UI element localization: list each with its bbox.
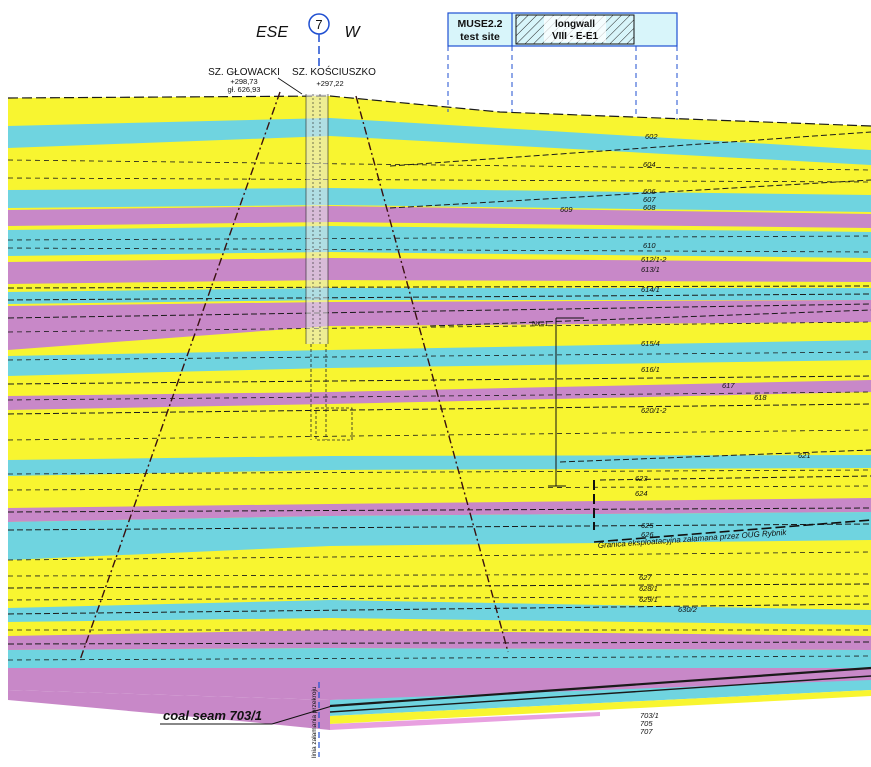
section-number: 7	[315, 17, 322, 32]
stratum-magenta-wedge	[8, 690, 330, 730]
stratum-cyan-7	[8, 512, 871, 560]
seam-lines	[7, 95, 871, 713]
coal-seam-callout: coal seam 703/1	[160, 705, 333, 725]
stratum-tail-cyan	[330, 680, 871, 716]
shaft-lines	[79, 91, 509, 661]
seam-label: 606	[643, 187, 656, 196]
seam-label: 604	[643, 160, 656, 169]
stratum-cyan-4	[8, 288, 871, 304]
shaft-labels: SZ. GŁOWACKI +298,73 gł. 626,93 SZ. KOŚC…	[208, 65, 376, 95]
stratum-tail-yellow	[330, 690, 871, 724]
seam-label: 621	[798, 451, 811, 460]
seam-label: 610	[643, 241, 656, 250]
seam-label: 602	[645, 132, 658, 141]
stratum-cyan-2	[8, 188, 871, 212]
fault-marker	[548, 317, 595, 530]
seam-label: 620/1-2	[641, 406, 667, 415]
seam-label: 608	[643, 203, 656, 212]
seam-label: 630/2	[678, 605, 698, 614]
coal-seam-label: coal seam 703/1	[163, 708, 262, 723]
seam-label: 609	[560, 205, 573, 214]
longwall-label-line2: VIII - E-E1	[552, 31, 599, 42]
shaft-glowacki-name: SZ. GŁOWACKI	[208, 67, 280, 78]
shaft-kosciuszko-elev: +297,22	[316, 79, 343, 88]
site-label-line2: test site	[460, 31, 500, 43]
blue-section-line	[318, 34, 678, 757]
seam-label: 616/1	[641, 365, 660, 374]
seam-label: 625	[641, 521, 654, 530]
borehole-column	[305, 94, 353, 441]
seam-label: 624	[635, 489, 648, 498]
stratum-magenta-5	[8, 498, 871, 522]
section-line-label: linia załamania przekroju	[311, 686, 318, 758]
seam-label: 617	[722, 381, 735, 390]
seam-label: 613/1	[641, 265, 660, 274]
section-number-circle	[308, 13, 330, 35]
coal-seam-703-1-line	[329, 666, 871, 708]
seam-label: 703/1	[640, 711, 659, 720]
stratum-magenta-2	[8, 258, 871, 284]
stratum-cyan-6	[8, 455, 871, 476]
seam-labels: 602 604 606 607 608 609 610 612/1-2 613/…	[560, 132, 811, 736]
stratum-magenta-4	[8, 380, 871, 410]
shaft-glowacki-elev: +298,73	[230, 77, 257, 86]
stratum-magenta-3	[8, 300, 871, 350]
shaft-kosciuszko-right-line	[355, 95, 509, 653]
seam-label: 627	[639, 573, 652, 582]
shaft-glowacki-left-line	[79, 91, 281, 661]
shaft-kosciuszko-name: SZ. KOŚCIUSZKO	[292, 65, 376, 78]
seam-label: 629/1	[639, 595, 658, 604]
seam-label: 628/1	[639, 584, 658, 593]
legend-box: MUSE2.2 test site longwall VIII - E-E1	[447, 12, 678, 47]
stratum-magenta-1	[8, 206, 871, 228]
stratum-cyan-8	[8, 600, 871, 625]
seam-label: 615/4	[641, 339, 660, 348]
stratum-cyan-9	[8, 648, 871, 668]
direction-right: W	[344, 24, 361, 41]
shaft-glowacki-depth: gł. 626,93	[228, 85, 261, 94]
stratum-cyan-3	[8, 226, 871, 258]
stratum-cyan-1	[8, 118, 871, 165]
seam-label: 707	[640, 727, 653, 736]
stratum-tail-pink	[330, 712, 600, 730]
seam-label: 705	[640, 719, 653, 728]
stratum-cyan-5	[8, 340, 871, 376]
seam-label: 623	[635, 474, 648, 483]
seam-label: 618	[754, 393, 767, 402]
seam-label: 607	[643, 195, 656, 204]
fault-marker-label: Nx=1	[532, 321, 549, 328]
direction-left: ESE	[256, 24, 288, 41]
strata-layers	[8, 96, 871, 730]
seam-label: 612/1-2	[641, 255, 667, 264]
seam-label: 626	[641, 530, 654, 539]
seam-label: 614/1	[641, 285, 660, 294]
longwall-label-line1: longwall	[555, 19, 595, 30]
site-label-line1: MUSE2.2	[458, 18, 503, 30]
stratum-magenta-6	[8, 630, 871, 650]
